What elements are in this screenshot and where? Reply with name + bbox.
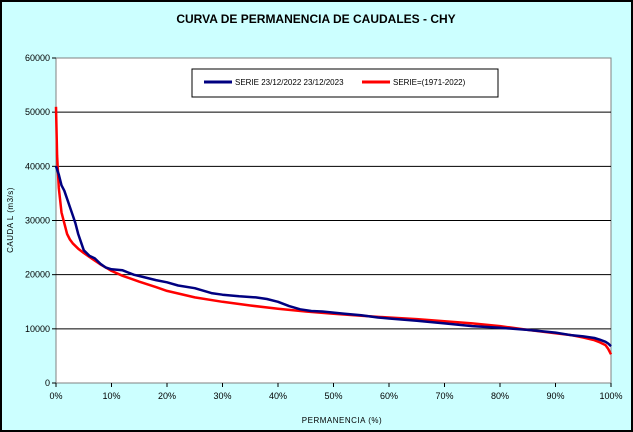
legend-label-series-2: SERIE=(1971-2022) (393, 78, 466, 87)
x-tick-label: 0% (49, 391, 62, 401)
x-tick-label: 80% (491, 391, 509, 401)
x-tick-label: 50% (324, 391, 342, 401)
y-tick-label: 30000 (25, 216, 50, 226)
x-tick-label: 100% (599, 391, 622, 401)
y-tick-label: 60000 (25, 53, 50, 63)
series-lines (54, 106, 613, 355)
x-tick-label: 90% (546, 391, 564, 401)
x-tick-label: 10% (102, 391, 120, 401)
y-axis-ticks: 0 10000 20000 30000 40000 50000 60000 (25, 53, 56, 388)
x-axis-ticks: 0% 10% 20% 30% 40% 50% 60% 70% 80% 90% 100% (49, 383, 623, 401)
legend-label-series-1: SERIE 23/12/2022 23/12/2023 (235, 78, 344, 87)
x-axis-label: PERMANENCIA (%) (302, 416, 382, 425)
series-line-1 (54, 165, 612, 348)
x-tick-label: 40% (269, 391, 287, 401)
y-tick-label: 20000 (25, 270, 50, 280)
x-tick-label: 20% (158, 391, 176, 401)
y-axis-label: CAUDA L (m3/s) (6, 187, 15, 253)
x-tick-label: 60% (380, 391, 398, 401)
y-tick-label: 40000 (25, 161, 50, 171)
legend: SERIE 23/12/2022 23/12/2023 SERIE=(1971-… (191, 68, 499, 98)
x-tick-label: 70% (435, 391, 453, 401)
chart-title: CURVA DE PERMANENCIA DE CAUDALES - CHY (176, 12, 455, 26)
y-tick-label: 50000 (25, 107, 50, 117)
y-tick-label: 0 (45, 378, 50, 388)
legend-box (191, 68, 499, 98)
x-tick-label: 30% (213, 391, 231, 401)
y-tick-label: 10000 (25, 324, 50, 334)
